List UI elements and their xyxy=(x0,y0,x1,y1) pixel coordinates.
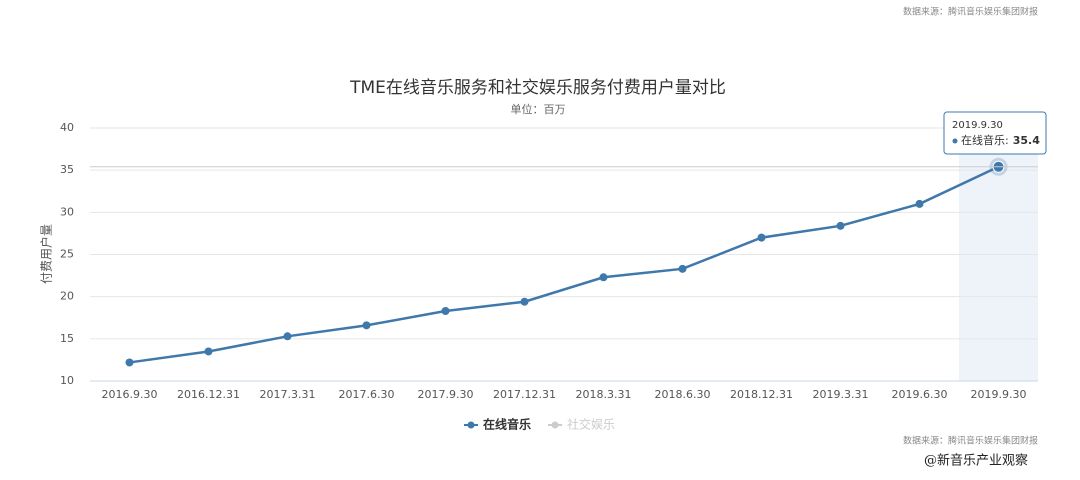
data-point xyxy=(125,358,134,367)
y-tick-label: 20 xyxy=(60,290,74,303)
tooltip-box xyxy=(943,111,1047,155)
tooltip-header: 2019.9.30 xyxy=(952,120,1003,131)
x-tick-label: 2019.9.30 xyxy=(971,388,1027,401)
legend-label: 社交娱乐 xyxy=(567,417,615,432)
tooltip-line: 在线音乐: 35.4 xyxy=(961,133,1040,147)
source-bottom: 数据来源：腾讯音乐娱乐集团财报 xyxy=(903,435,1038,447)
x-tick-label: 2018.3.31 xyxy=(576,388,632,401)
x-tick-label: 2019.6.30 xyxy=(892,388,948,401)
data-point xyxy=(520,297,529,306)
y-tick-label: 30 xyxy=(60,205,74,218)
x-tick-label: 2019.3.31 xyxy=(813,388,869,401)
x-tick-label: 2016.9.30 xyxy=(102,388,158,401)
y-tick-label: 35 xyxy=(60,163,74,176)
y-tick-label: 10 xyxy=(60,374,74,387)
data-point xyxy=(204,347,213,356)
x-tick-label: 2018.6.30 xyxy=(655,388,711,401)
x-tick-label: 2017.12.31 xyxy=(493,388,556,401)
data-point xyxy=(915,199,924,208)
tooltip-value: 35.4 xyxy=(1013,134,1040,147)
x-tick-label: 2018.12.31 xyxy=(730,388,793,401)
chart-subtitle: 单位：百万 xyxy=(511,102,566,116)
data-point xyxy=(678,264,687,273)
legend-dot xyxy=(551,421,559,429)
data-point xyxy=(441,307,450,316)
tooltip-label: 在线音乐: xyxy=(961,133,1009,147)
y-tick-label: 15 xyxy=(60,332,74,345)
y-axis-label: 付费用户量 xyxy=(39,224,54,284)
y-tick-label: 40 xyxy=(60,121,74,134)
tooltip-dot xyxy=(952,138,958,144)
data-point xyxy=(362,321,371,330)
data-point xyxy=(757,233,766,242)
y-tick-label: 25 xyxy=(60,248,74,261)
legend-dot xyxy=(467,421,475,429)
legend-label: 在线音乐 xyxy=(483,417,531,432)
x-tick-label: 2016.12.31 xyxy=(177,388,240,401)
data-point xyxy=(283,332,292,341)
data-point xyxy=(599,273,608,282)
x-tick-label: 2017.6.30 xyxy=(339,388,395,401)
watermark: @新音乐产业观察 xyxy=(924,453,1028,469)
x-tick-label: 2017.9.30 xyxy=(418,388,474,401)
chart-title: TME在线音乐服务和社交娱乐服务付费用户量对比 xyxy=(349,78,726,98)
x-tick-label: 2017.3.31 xyxy=(260,388,316,401)
source-top: 数据来源：腾讯音乐娱乐集团财报 xyxy=(903,6,1038,18)
series-line xyxy=(129,165,1000,364)
data-point xyxy=(836,221,845,230)
